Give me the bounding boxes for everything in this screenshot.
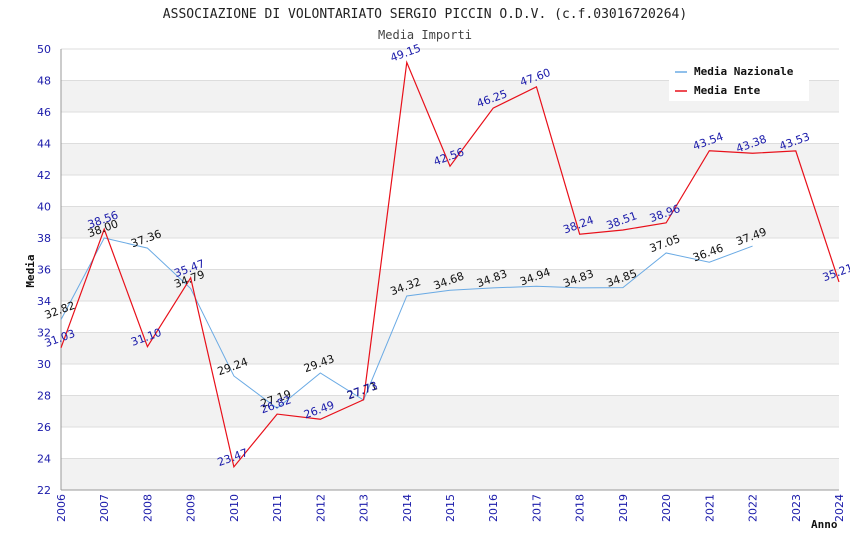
- x-tick-label: 2010: [228, 494, 241, 522]
- x-tick-label: 2024: [833, 494, 846, 522]
- y-axis-label: Media: [24, 254, 37, 287]
- chart-title: ASSOCIAZIONE DI VOLONTARIATO SERGIO PICC…: [163, 7, 687, 22]
- x-tick-label: 2014: [401, 494, 414, 522]
- x-tick-label: 2022: [747, 494, 760, 522]
- x-tick-label: 2023: [790, 494, 803, 522]
- grid-band: [61, 269, 839, 301]
- grid-band: [61, 458, 839, 490]
- x-tick-label: 2019: [617, 494, 630, 522]
- x-axis-label: Anno: [811, 518, 838, 531]
- x-tick-label: 2018: [574, 494, 587, 522]
- x-tick-label: 2013: [358, 494, 371, 522]
- x-tick-label: 2020: [660, 494, 673, 522]
- y-tick-label: 44: [37, 138, 51, 151]
- y-tick-label: 24: [37, 453, 51, 466]
- y-tick-label: 48: [37, 75, 51, 88]
- grid-band: [61, 395, 839, 427]
- x-tick-label: 2007: [98, 494, 111, 522]
- x-tick-label: 2008: [141, 494, 154, 522]
- x-tick-label: 2006: [55, 494, 68, 522]
- y-tick-label: 22: [37, 484, 51, 497]
- legend-label-media-ente: Media Ente: [694, 84, 761, 97]
- series-line-media-nazionale: [60, 237, 753, 409]
- y-tick-label: 32: [37, 327, 51, 340]
- x-tick-label: 2017: [530, 494, 543, 522]
- x-tick-label: 2016: [487, 494, 500, 522]
- y-tick-label: 34: [37, 295, 51, 308]
- legend: Media Nazionale Media Ente: [669, 59, 809, 101]
- legend-box: [669, 59, 809, 101]
- x-tick-label: 2021: [703, 494, 716, 522]
- y-tick-label: 36: [37, 264, 51, 277]
- x-tick-label: 2011: [271, 494, 284, 522]
- y-tick-label: 42: [37, 169, 51, 182]
- data-label: 36.46: [691, 241, 725, 264]
- x-tick-label: 2009: [185, 494, 198, 522]
- grid-band: [61, 206, 839, 238]
- y-tick-label: 30: [37, 358, 51, 371]
- y-tick-label: 26: [37, 421, 51, 434]
- data-label: 49.15: [389, 42, 423, 65]
- y-tick-label: 50: [37, 43, 51, 56]
- chart-subtitle: Media Importi: [378, 28, 472, 42]
- y-tick-label: 40: [37, 201, 51, 214]
- y-tick-label: 46: [37, 106, 51, 119]
- series-line-media-ente: [60, 60, 840, 469]
- y-tick-label: 38: [37, 232, 51, 245]
- y-tick-label: 28: [37, 390, 51, 403]
- x-tick-label: 2015: [444, 494, 457, 522]
- grid-band: [61, 332, 839, 364]
- grid-band: [61, 143, 839, 175]
- legend-label-media-nazionale: Media Nazionale: [694, 65, 794, 78]
- x-tick-label: 2012: [314, 494, 327, 522]
